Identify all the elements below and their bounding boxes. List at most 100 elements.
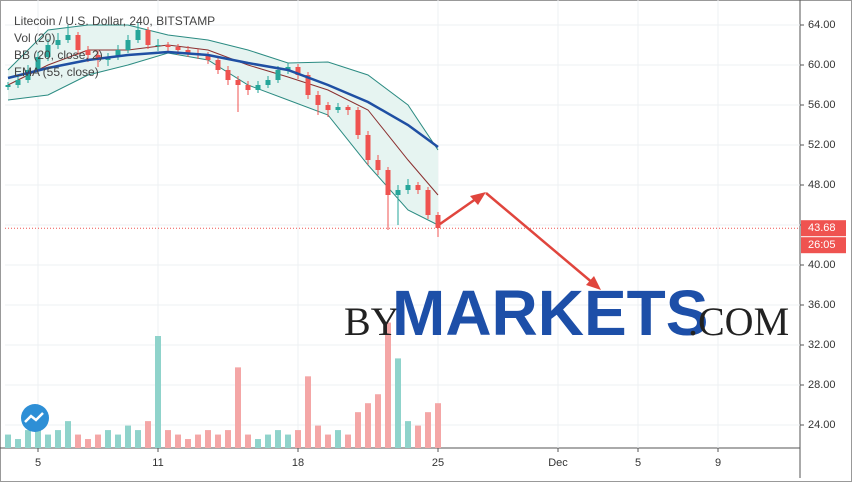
volume-bar bbox=[335, 430, 341, 448]
volume-bar bbox=[235, 367, 241, 448]
candle-body bbox=[305, 75, 311, 95]
candle-body bbox=[215, 60, 221, 70]
volume-bar bbox=[35, 425, 41, 448]
volume-bar bbox=[185, 439, 191, 448]
y-tick-label: 60.00 bbox=[808, 59, 836, 71]
candle-body bbox=[185, 50, 191, 53]
ema-line bbox=[7, 50, 439, 149]
volume-bar bbox=[415, 425, 421, 448]
watermark: .COM bbox=[688, 299, 789, 344]
volume-bar bbox=[45, 434, 51, 448]
volume-bar bbox=[195, 434, 201, 448]
candle-body bbox=[45, 45, 51, 57]
volume-bar bbox=[125, 425, 131, 448]
candle-body bbox=[425, 190, 431, 215]
candle-body bbox=[385, 170, 391, 195]
candle-body bbox=[395, 190, 401, 195]
candle-body bbox=[125, 40, 131, 50]
y-tick-label: 28.00 bbox=[808, 379, 836, 391]
volume-bar bbox=[325, 434, 331, 448]
candle-body bbox=[115, 50, 121, 57]
volume-bar bbox=[245, 434, 251, 448]
volume-bar bbox=[405, 421, 411, 448]
candle-body bbox=[55, 40, 61, 45]
candle-body bbox=[15, 80, 21, 85]
volume-bar bbox=[275, 430, 281, 448]
y-tick-label: 56.00 bbox=[808, 99, 836, 111]
bollinger-band bbox=[8, 25, 438, 225]
volume-bar bbox=[105, 430, 111, 448]
candle-body bbox=[175, 47, 181, 50]
candle-body bbox=[235, 80, 241, 85]
candle-body bbox=[375, 160, 381, 170]
chart-title: Litecoin / U.S. Dollar, 240, BITSTAMP bbox=[14, 14, 215, 28]
legend-entry: EMA (55, close) bbox=[14, 65, 99, 79]
watermark: MARKETS bbox=[392, 277, 708, 349]
bb-upper bbox=[7, 24, 439, 151]
candle-body bbox=[315, 95, 321, 105]
x-tick-label: 9 bbox=[715, 457, 721, 469]
candle-body bbox=[415, 185, 421, 190]
volume-bar bbox=[305, 376, 311, 448]
y-tick-label: 52.00 bbox=[808, 139, 836, 151]
volume-bar bbox=[65, 421, 71, 448]
candle-body bbox=[35, 57, 41, 70]
countdown-box bbox=[801, 237, 846, 254]
y-tick-label: 48.00 bbox=[808, 179, 836, 191]
volume-bar bbox=[425, 412, 431, 448]
countdown-label: 26:05 bbox=[808, 239, 836, 251]
x-tick-label: 18 bbox=[292, 457, 304, 469]
y-tick-label: 24.00 bbox=[808, 419, 836, 431]
volume-bar bbox=[375, 394, 381, 448]
volume-bar bbox=[25, 430, 31, 448]
volume-bar bbox=[395, 358, 401, 448]
candle-body bbox=[325, 105, 331, 110]
candle-body bbox=[255, 85, 261, 90]
volume-bar bbox=[95, 434, 101, 448]
volume-bar bbox=[145, 421, 151, 448]
last-price-label: 43.68 bbox=[808, 222, 836, 234]
candle-body bbox=[25, 70, 31, 80]
volume-bar bbox=[55, 430, 61, 448]
volume-bar bbox=[165, 430, 171, 448]
candle-body bbox=[245, 85, 251, 90]
volume-bar bbox=[265, 434, 271, 448]
candle-body bbox=[355, 110, 361, 135]
watermark: BY bbox=[344, 299, 400, 344]
y-tick-label: 32.00 bbox=[808, 339, 836, 351]
volume-bar bbox=[385, 322, 391, 448]
candle-body bbox=[335, 107, 341, 110]
volume-bar bbox=[365, 403, 371, 448]
candle-body bbox=[145, 30, 151, 45]
bb-basis bbox=[7, 44, 439, 196]
candle-body bbox=[65, 35, 71, 40]
last-price-box bbox=[801, 220, 846, 237]
volume-bar bbox=[435, 403, 441, 448]
volume-bar bbox=[155, 336, 161, 448]
volume-bar bbox=[355, 412, 361, 448]
x-tick-label: 11 bbox=[152, 457, 163, 469]
candle-body bbox=[295, 67, 301, 75]
x-tick-label: Dec bbox=[548, 457, 568, 469]
volume-bar bbox=[215, 434, 221, 448]
candle-body bbox=[85, 50, 91, 55]
volume-bar bbox=[85, 439, 91, 448]
volume-bar bbox=[285, 434, 291, 448]
y-tick-label: 36.00 bbox=[808, 299, 836, 311]
volume-bar bbox=[175, 434, 181, 448]
volume-bar bbox=[225, 430, 231, 448]
volume-bar bbox=[205, 430, 211, 448]
legend-entry: Vol (20) bbox=[14, 31, 55, 45]
candle-body bbox=[365, 135, 371, 160]
x-tick-label: 25 bbox=[432, 457, 444, 469]
x-tick-label: 5 bbox=[35, 457, 41, 469]
candle-body bbox=[275, 70, 281, 80]
candle-body bbox=[155, 45, 161, 46]
volume-bar bbox=[75, 434, 81, 448]
volume-bar bbox=[15, 439, 21, 448]
candle-body bbox=[435, 215, 441, 228]
candle-body bbox=[225, 70, 231, 80]
candle-body bbox=[135, 30, 141, 40]
